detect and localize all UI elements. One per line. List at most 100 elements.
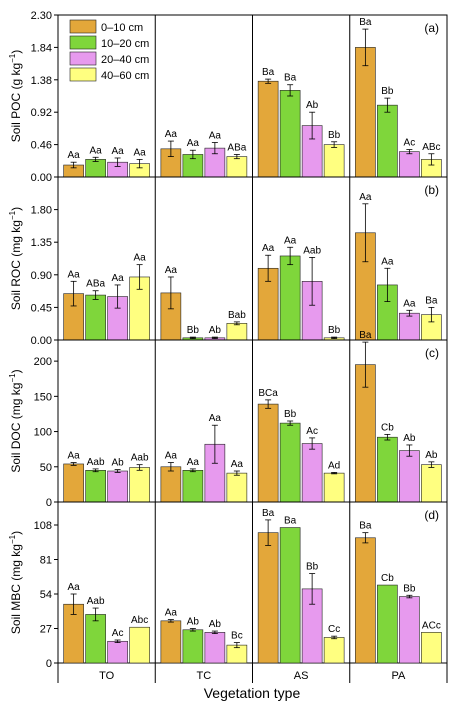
- significance-label: Aa: [68, 582, 81, 593]
- bar-tc-series1: [160, 620, 182, 664]
- significance-label: Cb: [381, 573, 394, 584]
- bar-as-series4: [323, 144, 345, 178]
- significance-label: Aa: [209, 413, 222, 424]
- bar-tc-series4: [226, 472, 248, 503]
- significance-label: Ac: [112, 628, 124, 639]
- significance-label: BCa: [258, 388, 278, 399]
- bar-pa-series3: [399, 450, 420, 503]
- x-tick-label: AS: [294, 670, 309, 682]
- significance-label: Ba: [359, 330, 372, 341]
- significance-label: Bb: [328, 130, 341, 141]
- bar-pa-series4: [421, 632, 442, 664]
- legend-label: 20–40 cm: [101, 54, 149, 66]
- bar-pa-series3: [399, 596, 420, 664]
- y-axis-title-superscript: −1: [8, 534, 17, 544]
- bar-pa-series3: [399, 312, 420, 341]
- y-tick-label: 1.35: [31, 237, 52, 249]
- significance-label: ACc: [422, 620, 441, 631]
- significance-label: Aa: [165, 129, 178, 140]
- y-tick-label: 108: [34, 520, 52, 532]
- significance-label: Ab: [112, 458, 125, 469]
- y-axis-title-main: Soil MBC (mg kg: [9, 544, 23, 634]
- bar-as-series3: [301, 443, 323, 503]
- significance-label: Aa: [209, 130, 222, 141]
- bar-as-series2: [279, 90, 301, 178]
- y-axis-title-main: Soil POC (g kg: [9, 63, 23, 142]
- significance-label: Bb: [328, 325, 341, 336]
- bar-as-series2: [279, 527, 301, 664]
- bar-as-series1: [257, 403, 279, 503]
- panel-1: 0.00 0.46 0.92 1.38 1.84 2.30 Soil POC (g kg−1…: [8, 10, 448, 184]
- y-axis-title-tail: ): [9, 207, 23, 211]
- y-tick-label: 150: [34, 391, 52, 403]
- significance-label: Bb: [381, 86, 394, 97]
- significance-label: Ba: [359, 521, 372, 532]
- significance-label: Ba: [262, 67, 275, 78]
- significance-label: Aa: [68, 451, 81, 462]
- y-axis-title-superscript: −1: [8, 210, 17, 220]
- significance-label: Ac: [404, 138, 416, 149]
- x-tick-label: TO: [99, 670, 115, 682]
- bar-as-series1: [257, 532, 279, 664]
- y-tick-label: 0.90: [31, 270, 52, 282]
- y-tick-label: 0.45: [31, 302, 52, 314]
- significance-label: Aa: [165, 265, 178, 276]
- y-tick-label: 54: [40, 589, 52, 601]
- x-axis-title: Vegetation type: [204, 685, 301, 701]
- significance-label: ABc: [422, 142, 440, 153]
- panel-label: (b): [424, 183, 439, 197]
- significance-label: Bab: [228, 310, 246, 321]
- y-axis-title-superscript: −1: [8, 53, 17, 63]
- significance-label: Aa: [112, 273, 125, 284]
- significance-label: Ba: [284, 73, 297, 84]
- significance-label: Aa: [134, 253, 147, 264]
- y-tick-label: 1.38: [31, 75, 52, 87]
- significance-label: Aa: [68, 269, 81, 280]
- y-axis-title: Soil MBC (mg kg−1): [8, 531, 23, 634]
- bar-to-series1: [63, 463, 84, 503]
- bar-pa-series1: [355, 537, 376, 664]
- significance-label: Aa: [165, 451, 178, 462]
- y-axis-title-tail: ): [9, 369, 23, 373]
- significance-label: Ba: [284, 516, 297, 527]
- y-axis-title-tail: ): [9, 531, 23, 535]
- bar-pa-series2: [377, 436, 398, 503]
- legend-swatch: [69, 67, 97, 82]
- significance-label: Ac: [306, 426, 318, 437]
- panel-label: (d): [424, 508, 439, 522]
- y-tick-label: 81: [40, 555, 52, 567]
- significance-label: Ab: [209, 325, 222, 336]
- bar-as-series2: [279, 422, 301, 503]
- y-tick-label: 200: [34, 356, 52, 368]
- bar-tc-series2: [182, 629, 204, 664]
- significance-label: Bb: [284, 409, 297, 420]
- significance-label: Ab: [209, 619, 222, 630]
- bar-to-series2: [85, 294, 106, 341]
- bar-to-series2: [85, 470, 106, 503]
- bar-pa-series3: [399, 151, 420, 178]
- panel-2: 0.00 0.45 0.90 1.35 1.80 Soil ROC (mg kg−1) (b…: [8, 176, 448, 347]
- bar-as-series1: [257, 80, 279, 178]
- significance-label: Cb: [381, 422, 394, 433]
- bar-as-series2: [279, 255, 301, 341]
- significance-label: ABa: [86, 279, 105, 290]
- significance-label: Abc: [131, 615, 148, 626]
- y-tick-label: 0.46: [31, 140, 52, 152]
- y-tick-label: 0.00: [31, 172, 52, 184]
- bar-as-series4: [323, 637, 345, 664]
- bar-to-series3: [107, 640, 128, 664]
- bar-pa-series4: [421, 464, 442, 503]
- y-axis-title: Soil POC (g kg−1): [8, 50, 23, 142]
- panel-label: (c): [425, 346, 439, 360]
- y-tick-label: 27: [40, 624, 52, 636]
- significance-label: Cc: [328, 624, 340, 635]
- y-axis-title: Soil ROC (mg kg−1): [8, 207, 23, 310]
- y-axis-title-tail: ): [9, 50, 23, 54]
- bar-pa-series2: [377, 104, 398, 178]
- significance-label: Bb: [306, 562, 319, 573]
- significance-label: Aa: [187, 457, 200, 468]
- y-tick-label: 1.80: [31, 205, 52, 217]
- significance-label: Bb: [403, 583, 416, 594]
- significance-label: Aab: [131, 453, 149, 464]
